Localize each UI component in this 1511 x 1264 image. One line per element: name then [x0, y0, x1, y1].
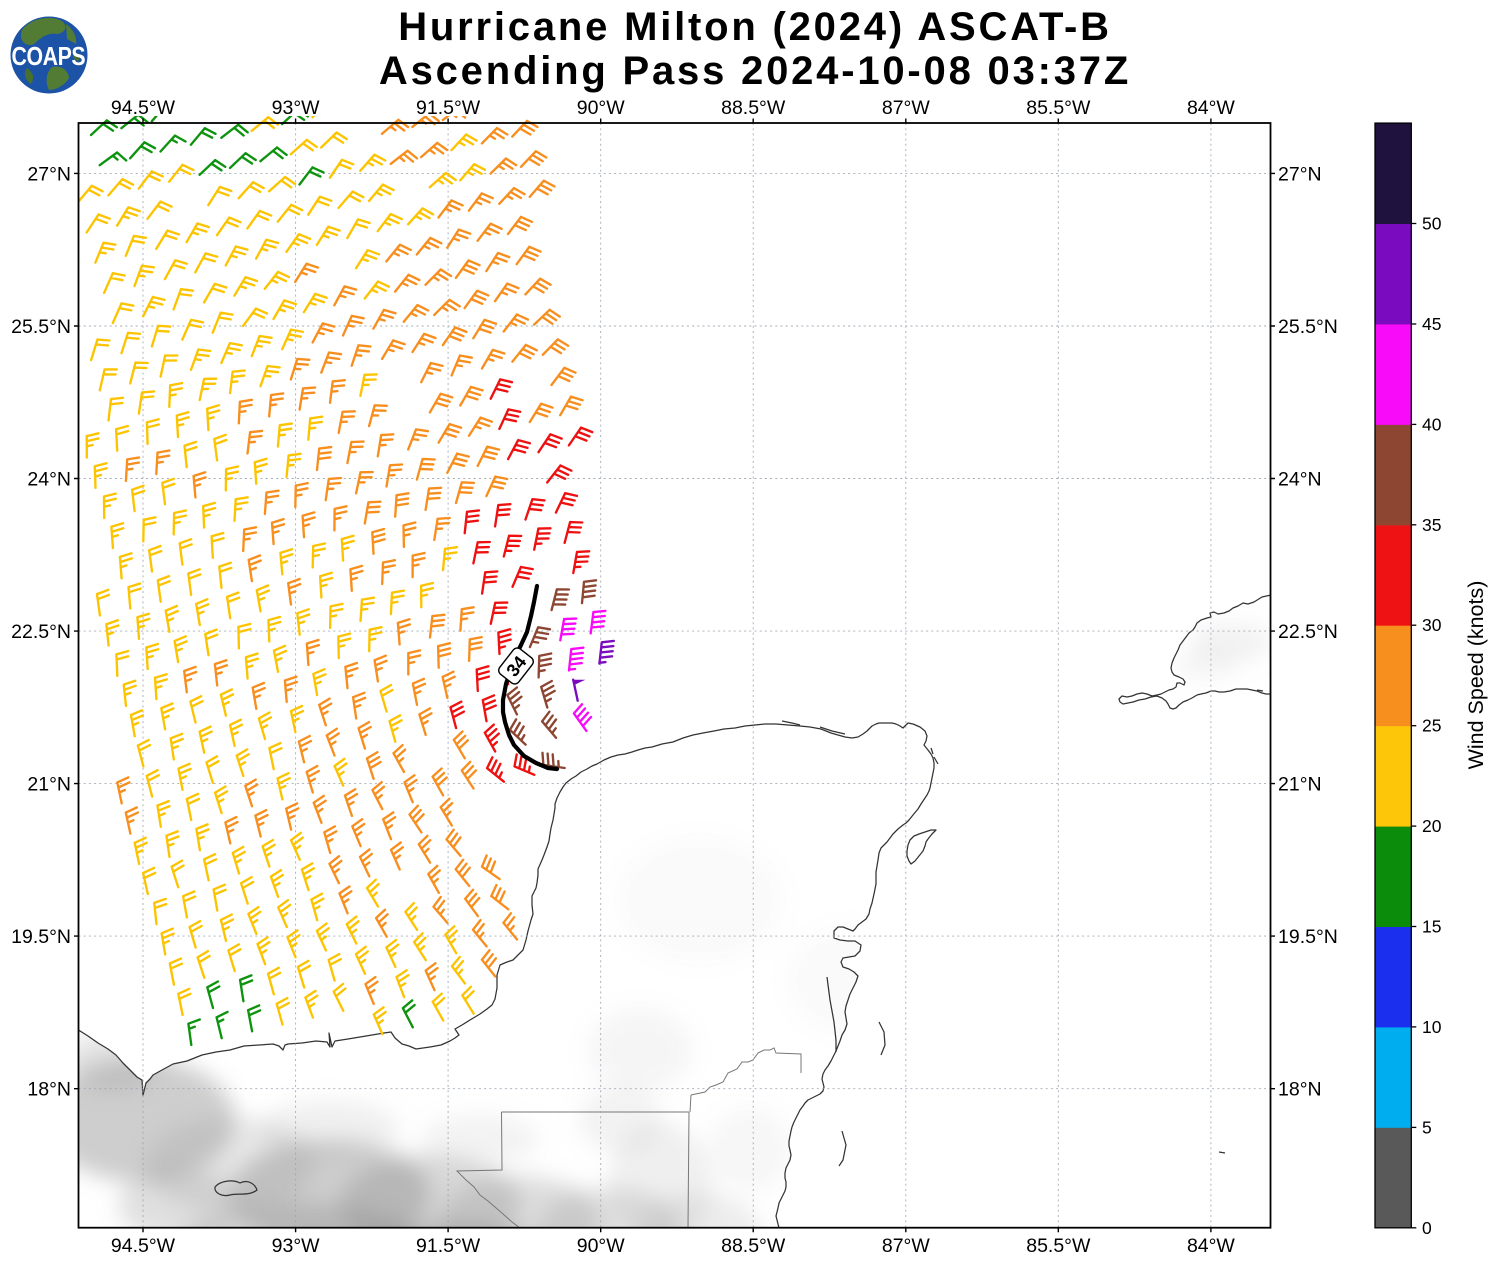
svg-text:10: 10 [1422, 1017, 1442, 1037]
svg-text:40: 40 [1422, 414, 1442, 434]
svg-text:85.5°W: 85.5°W [1026, 97, 1091, 119]
svg-text:Wind Speed (knots): Wind Speed (knots) [1464, 581, 1488, 770]
svg-text:30: 30 [1422, 615, 1442, 635]
svg-text:24°N: 24°N [1278, 469, 1322, 491]
svg-text:27°N: 27°N [27, 163, 71, 185]
svg-text:21°N: 21°N [27, 774, 71, 796]
svg-text:0: 0 [1422, 1218, 1432, 1238]
svg-text:15: 15 [1422, 917, 1441, 937]
svg-text:19.5°N: 19.5°N [11, 926, 71, 948]
svg-text:35: 35 [1422, 515, 1441, 535]
svg-text:Ascending Pass 2024-10-08 03:3: Ascending Pass 2024-10-08 03:37Z [379, 49, 1131, 93]
svg-text:COAPS: COAPS [12, 42, 86, 72]
svg-text:24°N: 24°N [27, 469, 71, 491]
svg-text:25.5°N: 25.5°N [1278, 316, 1338, 338]
svg-text:21°N: 21°N [1278, 774, 1322, 796]
svg-text:94.5°W: 94.5°W [111, 1235, 176, 1257]
svg-text:93°W: 93°W [272, 1235, 320, 1257]
svg-text:84°W: 84°W [1187, 97, 1235, 119]
svg-text:50: 50 [1422, 214, 1442, 234]
svg-text:25.5°N: 25.5°N [11, 316, 71, 338]
svg-text:84°W: 84°W [1187, 1235, 1235, 1257]
svg-text:88.5°W: 88.5°W [721, 1235, 786, 1257]
svg-text:Hurricane Milton (2024) ASCAT-: Hurricane Milton (2024) ASCAT-B [398, 5, 1112, 49]
svg-text:45: 45 [1422, 314, 1441, 334]
svg-text:22.5°N: 22.5°N [11, 621, 71, 643]
svg-text:85.5°W: 85.5°W [1026, 1235, 1091, 1257]
svg-text:27°N: 27°N [1278, 163, 1322, 185]
svg-text:18°N: 18°N [27, 1079, 71, 1101]
svg-text:87°W: 87°W [882, 97, 930, 119]
svg-text:90°W: 90°W [577, 97, 625, 119]
svg-text:20: 20 [1422, 816, 1442, 836]
svg-text:91.5°W: 91.5°W [416, 1235, 481, 1257]
svg-text:25: 25 [1422, 716, 1441, 736]
svg-text:91.5°W: 91.5°W [416, 97, 481, 119]
svg-text:18°N: 18°N [1278, 1079, 1322, 1101]
svg-text:88.5°W: 88.5°W [721, 97, 786, 119]
svg-text:5: 5 [1422, 1117, 1432, 1137]
svg-text:19.5°N: 19.5°N [1278, 926, 1338, 948]
svg-text:94.5°W: 94.5°W [111, 97, 176, 119]
svg-text:22.5°N: 22.5°N [1278, 621, 1338, 643]
svg-text:87°W: 87°W [882, 1235, 930, 1257]
svg-text:93°W: 93°W [272, 97, 320, 119]
svg-text:90°W: 90°W [577, 1235, 625, 1257]
